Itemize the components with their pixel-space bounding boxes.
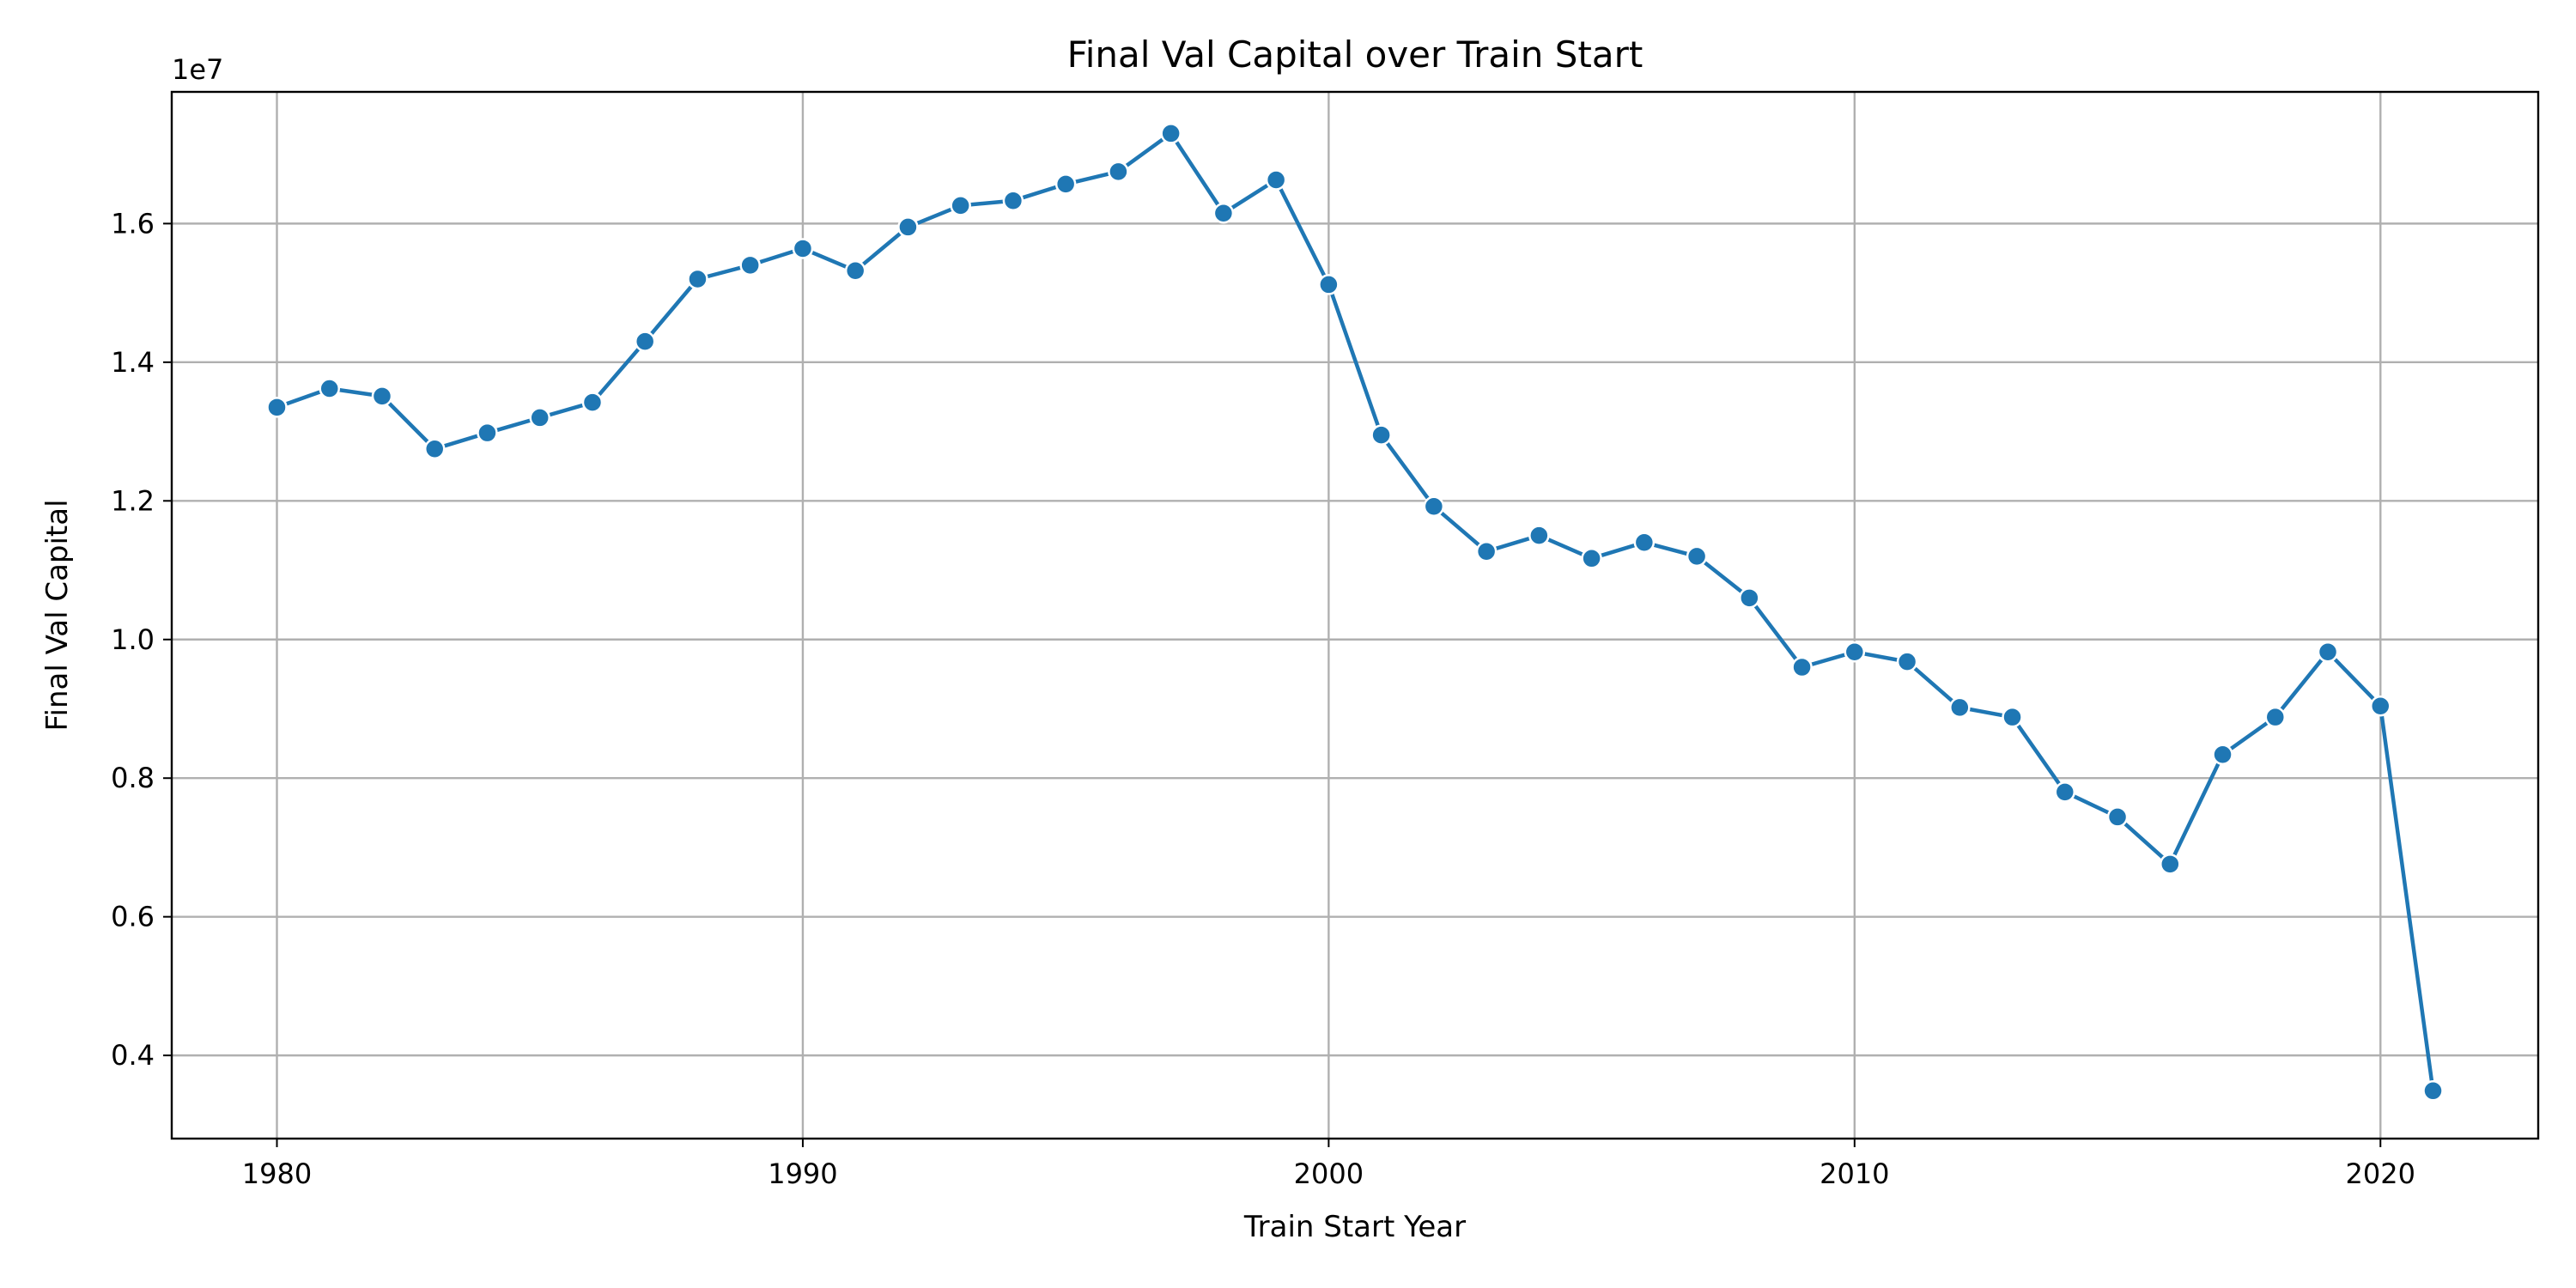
data-point xyxy=(897,216,919,238)
data-point xyxy=(739,254,761,276)
y-tick-label: 1.0 xyxy=(111,623,155,656)
data-point xyxy=(1054,173,1077,195)
data-point xyxy=(2212,744,2233,766)
data-point xyxy=(2264,706,2287,728)
data-point xyxy=(2002,706,2023,728)
data-point xyxy=(1844,641,1866,663)
data-point xyxy=(2370,696,2391,717)
data-point xyxy=(423,438,446,460)
axis-ticks: 1980 1990 2000 2010 2020 0.4 0.6 0.8 1.0 1.2 1.4 1.… xyxy=(111,207,2415,1190)
data-point xyxy=(2160,854,2181,875)
data-point xyxy=(1475,540,1498,562)
data-point xyxy=(1318,274,1340,295)
data-point xyxy=(1265,169,1287,191)
y-tick-label: 1.4 xyxy=(111,346,155,379)
y-axis-offset-label: 1e7 xyxy=(172,53,223,86)
data-point xyxy=(477,422,498,444)
data-point xyxy=(634,331,656,352)
chart-title: Final Val Capital over Train Start xyxy=(1067,33,1643,76)
data-point xyxy=(1212,203,1235,224)
x-tick-label: 1990 xyxy=(768,1157,837,1190)
grid xyxy=(172,92,2538,1139)
data-point xyxy=(581,392,604,413)
data-point xyxy=(2054,781,2076,803)
data-point xyxy=(2317,641,2339,663)
y-axis-label: Final Val Capital xyxy=(40,499,75,731)
data-point xyxy=(1791,656,1813,678)
x-axis-label: Train Start Year xyxy=(1243,1210,1466,1244)
data-point xyxy=(371,386,393,407)
data-point xyxy=(1423,495,1445,518)
series-layer xyxy=(266,123,2444,1102)
x-tick-label: 1980 xyxy=(242,1157,312,1190)
y-tick-label: 0.6 xyxy=(111,901,155,933)
y-tick-label: 0.4 xyxy=(111,1039,155,1072)
data-point xyxy=(1528,525,1550,546)
data-point xyxy=(844,260,866,282)
data-point xyxy=(950,195,971,216)
data-point xyxy=(792,238,814,259)
x-tick-label: 2000 xyxy=(1294,1157,1364,1190)
data-point xyxy=(1160,123,1182,144)
plot-frame xyxy=(170,90,2540,1140)
data-point xyxy=(687,268,708,290)
x-tick-label: 2010 xyxy=(1820,1157,1889,1190)
data-point xyxy=(1896,651,1918,672)
data-point xyxy=(1633,532,1656,553)
data-point xyxy=(2106,806,2129,828)
data-point xyxy=(319,378,340,399)
data-point xyxy=(1739,587,1760,609)
data-point xyxy=(1581,548,1602,569)
data-point xyxy=(2422,1080,2444,1102)
data-point xyxy=(529,407,550,428)
data-point xyxy=(1686,545,1708,568)
data-point xyxy=(1949,696,1971,719)
y-tick-label: 1.2 xyxy=(111,484,155,517)
data-point xyxy=(1108,161,1129,183)
data-point xyxy=(1002,190,1024,211)
x-tick-label: 2020 xyxy=(2346,1157,2415,1190)
data-point xyxy=(1370,424,1392,446)
y-tick-label: 0.8 xyxy=(111,762,155,794)
y-tick-label: 1.6 xyxy=(111,207,155,240)
data-point xyxy=(266,397,288,418)
